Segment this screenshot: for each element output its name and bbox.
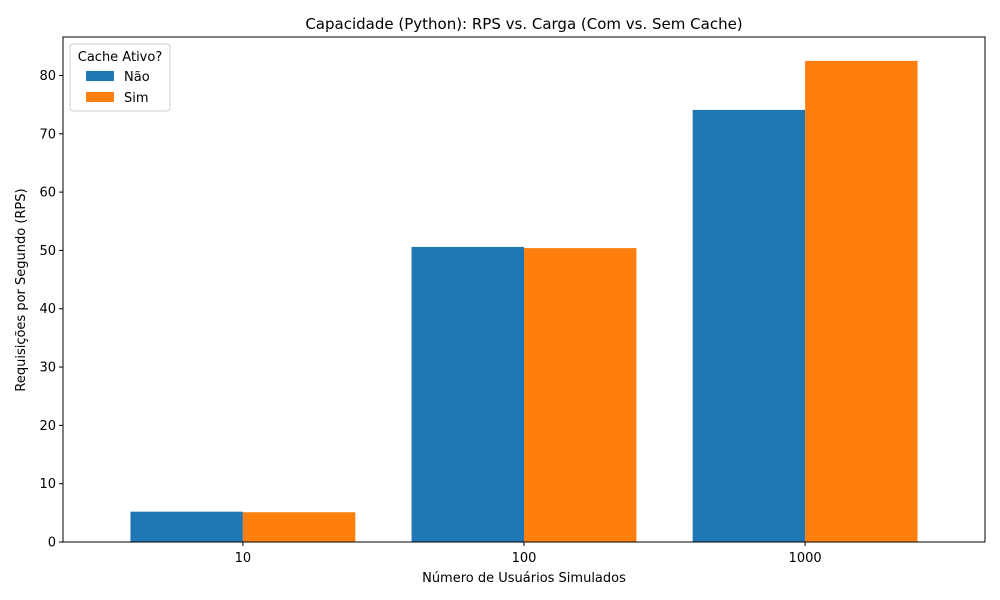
y-tick-label: 10: [39, 477, 56, 492]
bar-n-o-100: [411, 246, 524, 542]
y-tick-label: 50: [39, 244, 56, 259]
x-tick-label: 1000: [789, 551, 822, 566]
x-axis-label: Número de Usuários Simulados: [422, 571, 626, 586]
y-tick-label: 80: [39, 69, 56, 84]
x-tick-label: 10: [235, 551, 252, 566]
y-axis: 0 10 20 30 40 50 60 70 80: [39, 69, 63, 551]
y-tick-label: 20: [39, 419, 56, 434]
legend-title: Cache Ativo?: [78, 50, 162, 65]
bar-sim-1000: [805, 60, 918, 542]
legend-label: Não: [124, 70, 150, 85]
x-tick-label: 100: [512, 551, 537, 566]
y-axis-label: Requisições por Segundo (RPS): [14, 188, 29, 391]
chart-title: Capacidade (Python): RPS vs. Carga (Com …: [305, 15, 742, 33]
x-axis: 10 100 1000: [235, 542, 822, 566]
y-tick-label: 70: [39, 127, 56, 142]
legend-label: Sim: [124, 91, 149, 106]
y-tick-label: 30: [39, 361, 56, 376]
bars-group: [130, 60, 918, 543]
y-tick-label: 40: [39, 302, 56, 317]
bar-sim-100: [524, 248, 637, 543]
legend-swatch: [86, 92, 114, 102]
legend: Cache Ativo? Não Sim: [69, 43, 171, 112]
bar-sim-10: [242, 512, 356, 542]
bar-n-o-10: [130, 511, 243, 542]
bar-n-o-1000: [692, 109, 806, 542]
legend-swatch: [86, 71, 114, 81]
y-tick-label: 0: [48, 536, 56, 551]
y-tick-label: 60: [39, 186, 56, 201]
